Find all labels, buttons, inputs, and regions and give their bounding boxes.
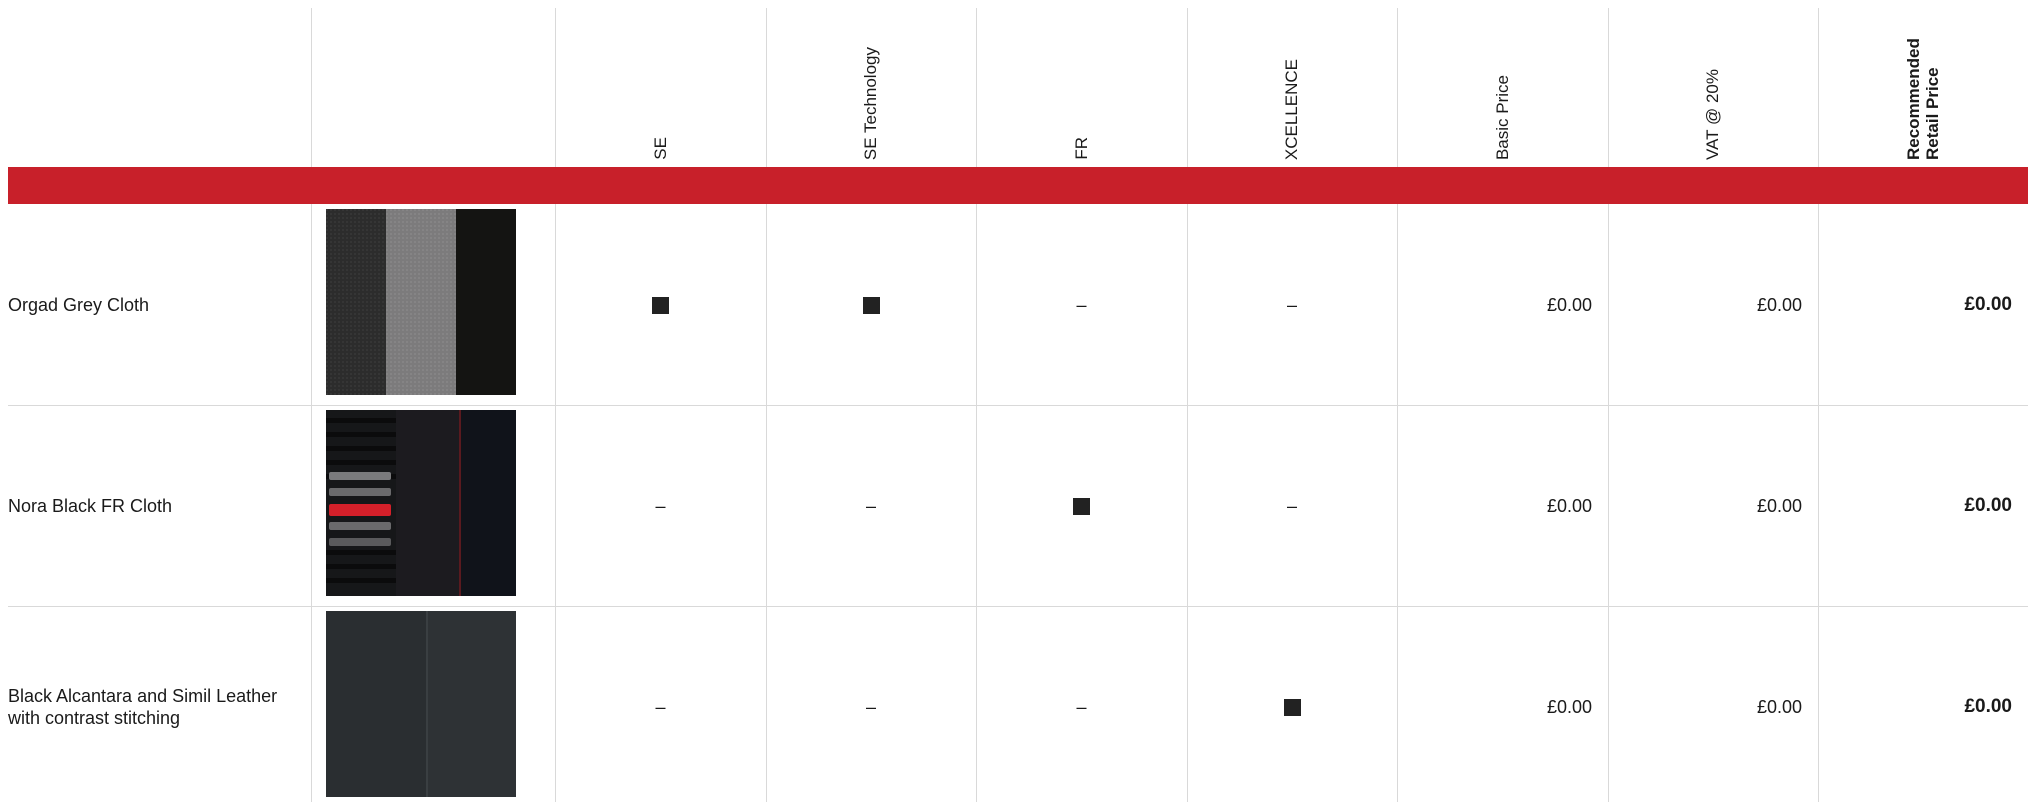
row-label: Black Alcantara and Simil Leather with c… xyxy=(8,686,278,728)
rrp-price: £0.00 xyxy=(1964,294,2012,315)
column-header-fr: FR xyxy=(1071,137,1091,160)
column-header-se-technology: SE Technology xyxy=(861,46,880,160)
basic-price: £0.00 xyxy=(1546,495,1592,516)
basic-price: £0.00 xyxy=(1546,294,1592,315)
row-divider xyxy=(8,606,2028,607)
column-header-vat: VAT @ 20% xyxy=(1703,69,1722,160)
availability-se-technology xyxy=(766,205,976,405)
nora-black-fr-cloth-swatch xyxy=(326,410,516,596)
availability-se xyxy=(555,205,766,405)
basic-price: £0.00 xyxy=(1546,696,1592,717)
availability-se: – xyxy=(655,696,666,717)
vat-price: £0.00 xyxy=(1756,495,1802,516)
column-header-se: SE xyxy=(650,137,670,160)
column-header-rrp: Recommended Retail Price xyxy=(1904,38,1942,160)
row-label: Nora Black FR Cloth xyxy=(8,496,173,516)
availability-se-technology: – xyxy=(865,495,876,516)
column-header-xcellence: XCELLENCE xyxy=(1282,58,1301,160)
row-divider xyxy=(8,405,2028,406)
availability-fr: – xyxy=(1076,294,1087,315)
rrp-price: £0.00 xyxy=(1964,495,2012,516)
vat-price: £0.00 xyxy=(1756,294,1802,315)
header-accent-bar xyxy=(8,167,2028,204)
availability-se: – xyxy=(655,495,666,516)
available-mark xyxy=(652,296,669,314)
availability-xcellence: – xyxy=(1286,294,1297,315)
availability-se-technology: – xyxy=(865,696,876,717)
vat-price: £0.00 xyxy=(1756,696,1802,717)
availability-xcellence xyxy=(1187,607,1397,807)
orgad-grey-cloth-swatch xyxy=(326,209,516,395)
black-alcantara-swatch xyxy=(326,611,516,797)
available-mark xyxy=(862,296,880,314)
available-mark xyxy=(1283,698,1301,716)
column-header-basic-price: Basic Price xyxy=(1492,74,1512,160)
availability-fr xyxy=(976,406,1187,606)
availability-xcellence: – xyxy=(1286,495,1297,516)
rrp-price: £0.00 xyxy=(1964,696,2012,717)
available-mark xyxy=(1073,497,1090,515)
availability-fr: – xyxy=(1076,696,1087,717)
row-label: Orgad Grey Cloth xyxy=(8,295,150,315)
